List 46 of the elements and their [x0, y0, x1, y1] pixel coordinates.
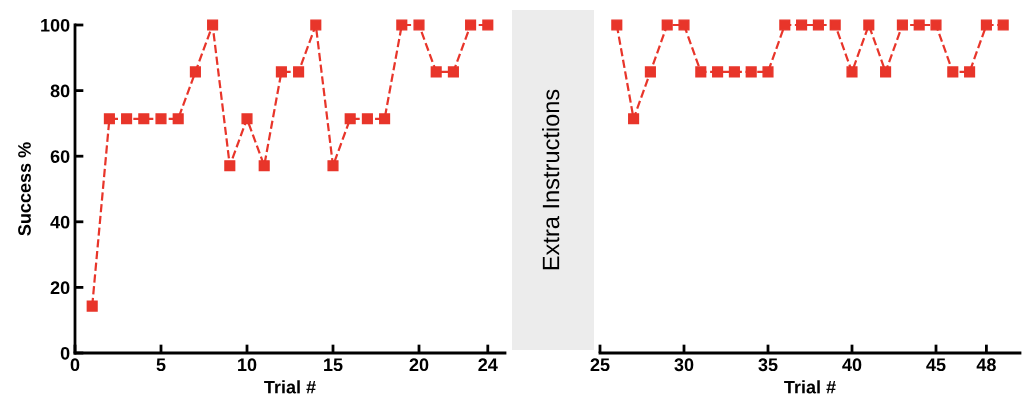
point: [344, 113, 356, 125]
y-tick-label: 80: [50, 84, 70, 98]
point: [293, 66, 305, 78]
point: [310, 19, 322, 31]
point: [327, 160, 339, 172]
point: [430, 66, 442, 78]
x-tick-label: 15: [324, 358, 343, 372]
point: [396, 19, 408, 31]
y-tick-label: 100: [41, 18, 70, 32]
point: [275, 66, 287, 78]
x-axis-title: Trial #: [784, 380, 836, 394]
x-axis-title: Trial #: [264, 380, 316, 394]
y-tick-label: 0: [60, 346, 70, 360]
y-tick-label: 60: [50, 150, 70, 163]
point: [121, 113, 133, 125]
y-tick-label: 20: [50, 281, 70, 295]
y-axis-title: Success %: [18, 142, 31, 236]
x-tick-label: 0: [70, 358, 80, 372]
text: Extra Instructions: [541, 89, 560, 270]
y-tick-label: 40: [50, 215, 70, 229]
x-tick-label: 40: [842, 358, 862, 372]
point: [465, 19, 477, 31]
x-tick-label: 24: [478, 358, 498, 371]
point: [207, 19, 219, 31]
x-tick-label: 5: [156, 358, 166, 372]
point: [138, 113, 150, 125]
point: [361, 113, 373, 125]
x-tick-label: 45: [926, 358, 946, 372]
x-tick-label: 10: [238, 358, 257, 372]
point: [241, 113, 253, 125]
point: [103, 113, 115, 125]
point: [447, 66, 459, 78]
point: [258, 160, 270, 172]
x-tick-label: 25: [590, 358, 610, 372]
point: [172, 113, 184, 125]
point: [86, 300, 98, 312]
x-tick-label: 30: [674, 358, 694, 372]
x-tick-label: 35: [758, 358, 778, 372]
point: [413, 19, 425, 31]
x-tick-label: 48: [976, 358, 996, 372]
point: [379, 113, 391, 125]
point: [482, 19, 494, 31]
point: [189, 66, 201, 78]
x-tick-label: 20: [409, 358, 429, 372]
point: [155, 113, 167, 125]
point: [224, 160, 236, 172]
